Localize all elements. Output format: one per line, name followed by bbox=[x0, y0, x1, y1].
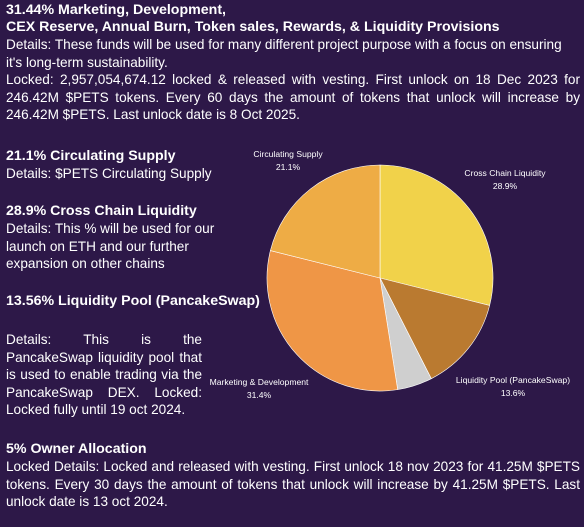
circulating-heading: 21.1% Circulating Supply bbox=[6, 148, 176, 164]
cross-chain-details: Details: This % will be used for our lau… bbox=[6, 221, 215, 272]
pie-label-value: 28.9% bbox=[493, 181, 518, 191]
owner-section: 5% Owner Allocation Locked Details: Lock… bbox=[6, 441, 580, 511]
pie-slice-cross-chain-liquidity bbox=[379, 164, 494, 306]
pie-label-name: Liquidity Pool (PancakeSwap) bbox=[456, 375, 570, 385]
pie-label-name: Marketing & Development bbox=[210, 377, 309, 387]
liquidity-pool-details: Details: This is the PancakeSwap liquidi… bbox=[6, 332, 202, 418]
pie-label-value: 13.6% bbox=[501, 388, 526, 398]
pie-label-value: 31.4% bbox=[247, 390, 272, 400]
pie-labels: Cross Chain Liquidity 28.9% Liquidity Pool… bbox=[210, 149, 571, 400]
cross-chain-heading: 28.9% Cross Chain Liquidity bbox=[6, 203, 197, 219]
pie-label-name: Circulating Supply bbox=[253, 149, 323, 159]
liquidity-pool-heading: 13.56% Liquidity Pool (PancakeSwap) bbox=[6, 293, 260, 309]
marketing-details: Details: These funds will be used for ma… bbox=[6, 37, 562, 70]
marketing-heading-line2: CEX Reserve, Annual Burn, Token sales, R… bbox=[6, 19, 500, 35]
liquidity-pool-section: 13.56% Liquidity Pool (PancakeSwap) bbox=[6, 293, 306, 310]
pie-label-value: 21.1% bbox=[276, 162, 301, 172]
pie-slice-marketing-development bbox=[266, 250, 399, 392]
owner-details: Locked Details: Locked and released with… bbox=[6, 459, 580, 510]
owner-heading: 5% Owner Allocation bbox=[6, 441, 147, 457]
pie-slice-liquidity-pool-pancakeswap bbox=[379, 277, 490, 380]
circulating-section: 21.1% Circulating Supply Details: $PETS … bbox=[6, 148, 246, 183]
marketing-locked-details: Locked: 2,957,054,674.12 locked & releas… bbox=[6, 72, 580, 123]
pie-slices bbox=[266, 164, 494, 392]
marketing-heading-line1: 31.44% Marketing, Development, bbox=[6, 2, 226, 18]
pie-slice-circulating-supply bbox=[270, 164, 381, 279]
circulating-details: Details: $PETS Circulating Supply bbox=[6, 166, 212, 181]
marketing-section: 31.44% Marketing, Development, CEX Reser… bbox=[6, 2, 580, 124]
pie-label-name: Cross Chain Liquidity bbox=[464, 168, 546, 178]
cross-chain-section: 28.9% Cross Chain Liquidity Details: Thi… bbox=[6, 203, 246, 273]
